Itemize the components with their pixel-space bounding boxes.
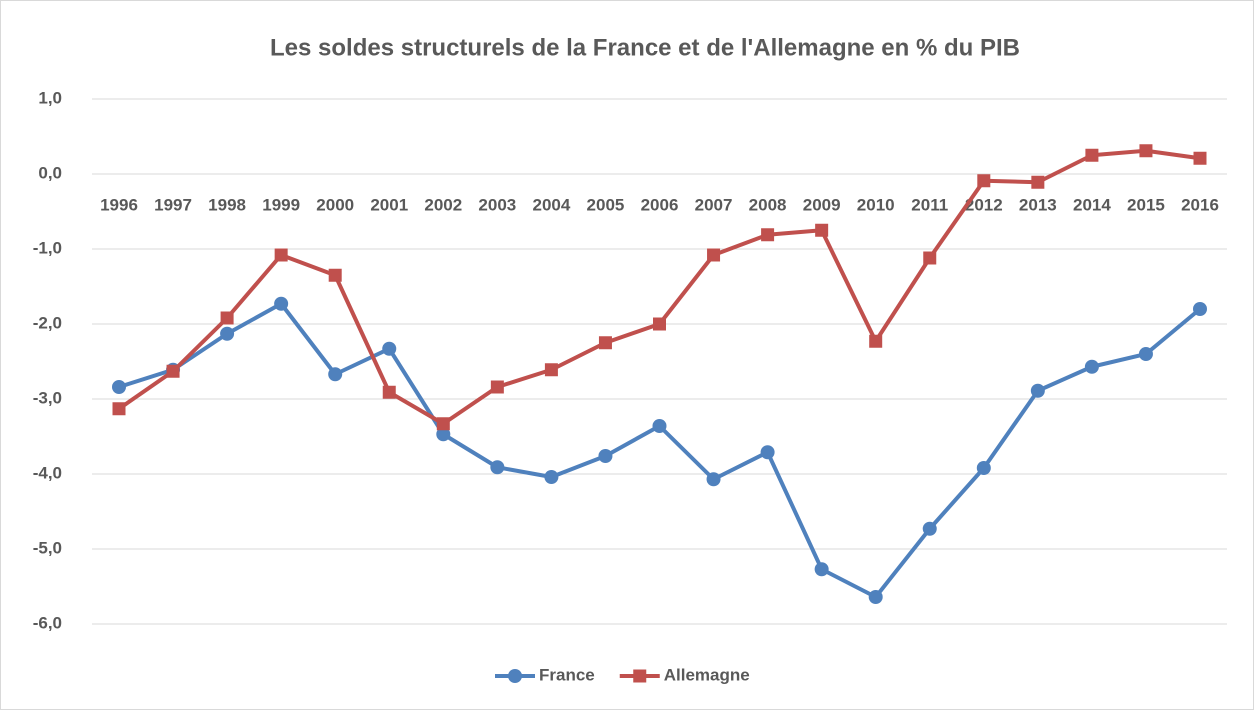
y-tick-label: -1,0: [33, 238, 62, 257]
marker: [977, 174, 991, 188]
x-tick-label: 2008: [749, 195, 787, 214]
marker: [328, 367, 343, 382]
marker: [220, 326, 235, 341]
x-tick-label: 1998: [208, 195, 246, 214]
legend-label: Allemagne: [664, 665, 750, 684]
x-tick-label: 2004: [532, 195, 570, 214]
marker: [112, 380, 126, 394]
x-tick-label: 2016: [1181, 195, 1219, 214]
y-tick-label: 0,0: [38, 163, 62, 182]
x-tick-label: 2003: [478, 195, 516, 214]
x-tick-label: 1999: [262, 195, 300, 214]
marker: [815, 223, 829, 237]
marker: [598, 336, 612, 350]
x-tick-label: 2010: [857, 195, 895, 214]
x-tick-label: 2002: [424, 195, 462, 214]
marker: [976, 461, 991, 475]
x-tick-label: 2005: [587, 195, 625, 214]
x-tick-label: 1996: [100, 195, 138, 214]
y-tick-label: -4,0: [33, 463, 62, 482]
marker: [869, 334, 883, 348]
marker: [382, 341, 397, 356]
marker: [112, 402, 126, 416]
x-tick-label: 2009: [803, 195, 841, 214]
legend-marker: [508, 669, 522, 683]
marker: [598, 449, 613, 463]
marker: [1193, 151, 1207, 165]
marker: [922, 521, 937, 536]
marker: [328, 268, 342, 282]
marker: [760, 445, 775, 460]
x-tick-label: 2014: [1073, 195, 1111, 214]
marker: [1193, 302, 1207, 316]
marker: [490, 380, 504, 394]
legend-marker: [633, 669, 647, 683]
marker: [166, 364, 180, 378]
marker: [490, 460, 505, 475]
y-tick-label: 1,0: [38, 88, 62, 107]
x-tick-label: 2006: [641, 195, 679, 214]
x-tick-label: 2011: [911, 195, 948, 214]
marker: [814, 562, 829, 577]
marker: [544, 363, 558, 377]
x-tick-label: 2012: [965, 195, 1003, 214]
marker: [1085, 148, 1099, 162]
x-tick-label: 2000: [316, 195, 354, 214]
marker: [1138, 347, 1153, 361]
legend-label: France: [539, 665, 595, 684]
marker: [274, 248, 288, 262]
marker: [761, 228, 775, 242]
y-tick-label: -5,0: [33, 538, 62, 557]
x-tick-label: 2013: [1019, 195, 1057, 214]
x-tick-label: 2015: [1127, 195, 1165, 214]
marker: [653, 317, 666, 331]
chart-title: Les soldes structurels de la France et d…: [270, 34, 1020, 61]
x-tick-label: 2007: [695, 195, 733, 214]
marker: [652, 419, 667, 433]
marker: [274, 296, 289, 311]
marker: [382, 385, 396, 399]
y-tick-label: -6,0: [33, 613, 62, 632]
marker: [1031, 175, 1045, 189]
marker: [220, 311, 234, 325]
marker: [707, 248, 721, 262]
marker: [436, 417, 450, 431]
y-tick-label: -2,0: [33, 313, 62, 332]
x-tick-label: 2001: [370, 195, 408, 214]
marker: [923, 251, 937, 265]
marker: [436, 427, 451, 442]
marker: [1030, 383, 1045, 398]
marker: [1084, 359, 1099, 374]
marker: [1139, 144, 1153, 158]
marker: [706, 472, 721, 487]
x-tick-label: 1997: [154, 195, 192, 214]
y-tick-label: -3,0: [33, 388, 62, 407]
marker: [868, 590, 883, 604]
marker: [544, 470, 559, 484]
